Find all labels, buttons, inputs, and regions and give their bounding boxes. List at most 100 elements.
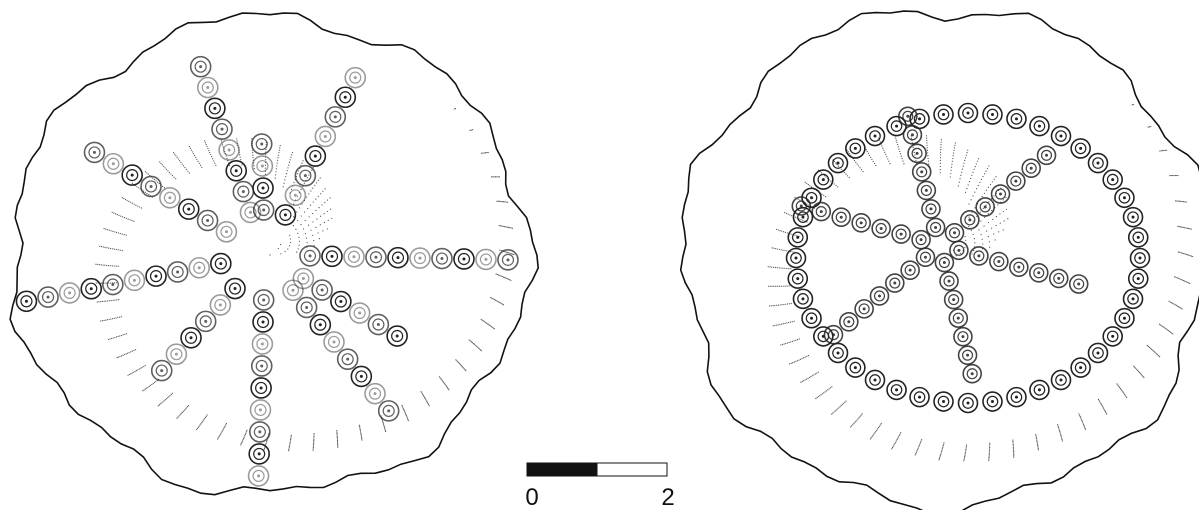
stipple — [964, 455, 966, 458]
ring-outer — [1087, 342, 1109, 364]
stipple — [965, 445, 967, 448]
stipple — [212, 158, 214, 160]
stipple — [986, 230, 988, 232]
ring-outer — [250, 133, 273, 155]
stipple — [926, 149, 929, 151]
stipple — [813, 374, 815, 376]
stipple — [182, 165, 185, 167]
stipple — [817, 396, 820, 398]
stipple — [1059, 432, 1061, 434]
stipple — [290, 156, 292, 158]
stipple — [1178, 306, 1180, 308]
ring-inner — [252, 469, 265, 483]
stipple — [772, 325, 774, 327]
stipple — [795, 339, 797, 341]
ring-inner — [309, 149, 322, 163]
ring-outer — [248, 443, 270, 465]
stipple — [103, 300, 105, 302]
stipple — [276, 165, 278, 167]
stipple — [986, 167, 989, 170]
stipple — [327, 219, 329, 221]
stipple — [998, 231, 1000, 233]
ring-outer — [933, 391, 954, 412]
stipple — [781, 230, 783, 232]
stipple — [458, 362, 460, 364]
stipple — [124, 333, 126, 335]
stipple — [284, 179, 286, 181]
stipple — [157, 405, 159, 407]
ring-dot — [1111, 178, 1115, 182]
stipple — [282, 186, 284, 188]
stipple — [292, 185, 294, 187]
ring-inner — [20, 295, 33, 308]
stipple — [789, 214, 791, 216]
ring-inner — [986, 395, 999, 408]
stipple — [784, 231, 787, 233]
stipple — [163, 165, 165, 167]
stipple — [197, 160, 199, 162]
stipple — [1083, 426, 1086, 428]
stipple — [771, 247, 773, 249]
stipple — [214, 162, 216, 164]
stipple — [970, 229, 972, 231]
stipple — [501, 201, 503, 203]
stipple — [1159, 150, 1161, 152]
ring-inner — [214, 257, 227, 270]
stipple — [313, 434, 315, 436]
ring-dot — [924, 188, 928, 192]
ring-inner — [223, 143, 236, 157]
stipple — [329, 197, 331, 199]
stipple — [501, 225, 503, 227]
stipple — [1035, 435, 1037, 437]
stipple — [176, 417, 178, 419]
stipple — [1132, 103, 1134, 106]
stipple — [965, 154, 967, 156]
stipple — [289, 238, 292, 240]
stipple — [130, 373, 132, 375]
stipple — [1149, 347, 1152, 349]
stipple — [289, 234, 291, 237]
stipple — [835, 162, 837, 164]
stipple — [506, 278, 508, 280]
ring-inner — [1132, 231, 1145, 244]
ring-outer — [309, 313, 332, 336]
stipple — [275, 174, 277, 176]
stipple — [489, 325, 491, 327]
ring-outer — [350, 365, 373, 388]
stipple — [796, 339, 799, 341]
stipple — [499, 302, 501, 304]
stipple — [786, 342, 789, 344]
stipple — [767, 266, 769, 268]
stipple — [927, 160, 930, 162]
ring-dot — [853, 146, 857, 150]
stipple — [985, 170, 987, 172]
ring-outer — [960, 210, 980, 230]
stipple — [148, 385, 150, 387]
stipple — [195, 428, 198, 431]
stipple — [1177, 174, 1179, 177]
ring-inner — [199, 315, 212, 328]
stipple — [313, 441, 315, 443]
ring-outer — [304, 145, 327, 167]
ring-outer — [1036, 145, 1057, 166]
stipple — [963, 457, 966, 459]
stipple — [304, 232, 307, 235]
ring-dot — [801, 297, 805, 301]
stipple — [487, 151, 489, 154]
stipple — [794, 216, 796, 218]
stipple — [1178, 226, 1180, 228]
stipple — [477, 347, 480, 349]
stipple — [288, 161, 291, 164]
stipple — [139, 206, 141, 208]
ring-outer — [497, 249, 519, 271]
stipple — [794, 196, 796, 198]
stipple — [807, 184, 809, 186]
stipple — [142, 390, 144, 392]
ring-inner — [920, 184, 932, 196]
ring-dot — [506, 258, 510, 262]
ring-inner — [244, 206, 257, 219]
stipple — [117, 335, 119, 338]
ring-outer — [1050, 125, 1072, 147]
stipple — [1007, 218, 1009, 220]
stipple — [978, 229, 980, 231]
